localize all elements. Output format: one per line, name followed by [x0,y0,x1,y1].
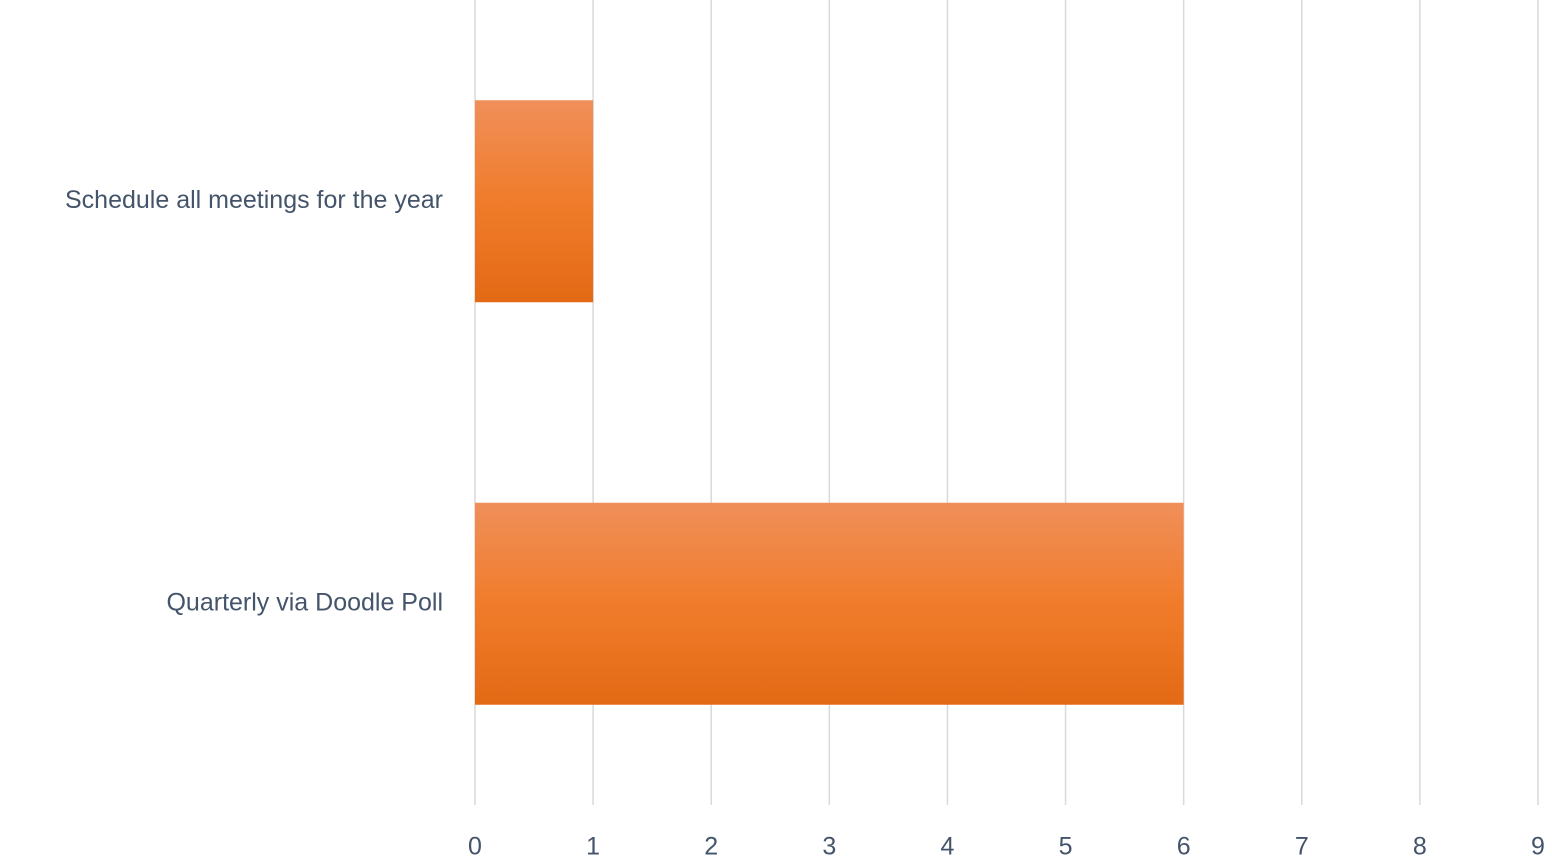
bars [475,100,1184,705]
x-tick-label-5: 5 [1059,833,1073,861]
x-tick-label-9: 9 [1531,833,1545,861]
x-tick-label-3: 3 [822,833,836,861]
category-label-1: Schedule all meetings for the year [65,186,443,214]
x-tick-label-2: 2 [704,833,718,861]
x-tick-label-0: 0 [468,833,482,861]
x-tick-label-8: 8 [1413,833,1427,861]
category-label-2: Quarterly via Doodle Poll [166,588,443,616]
x-tick-label-4: 4 [940,833,954,861]
bar-2 [475,502,1184,705]
x-tick-label-1: 1 [586,833,600,861]
x-axis-tick-labels: 0 1 2 3 4 5 6 7 8 9 [468,833,1545,861]
x-tick-label-7: 7 [1295,833,1309,861]
category-labels: Schedule all meetings for the year Quarte… [65,186,443,617]
bar-1 [475,100,594,303]
x-tick-label-6: 6 [1177,833,1191,861]
